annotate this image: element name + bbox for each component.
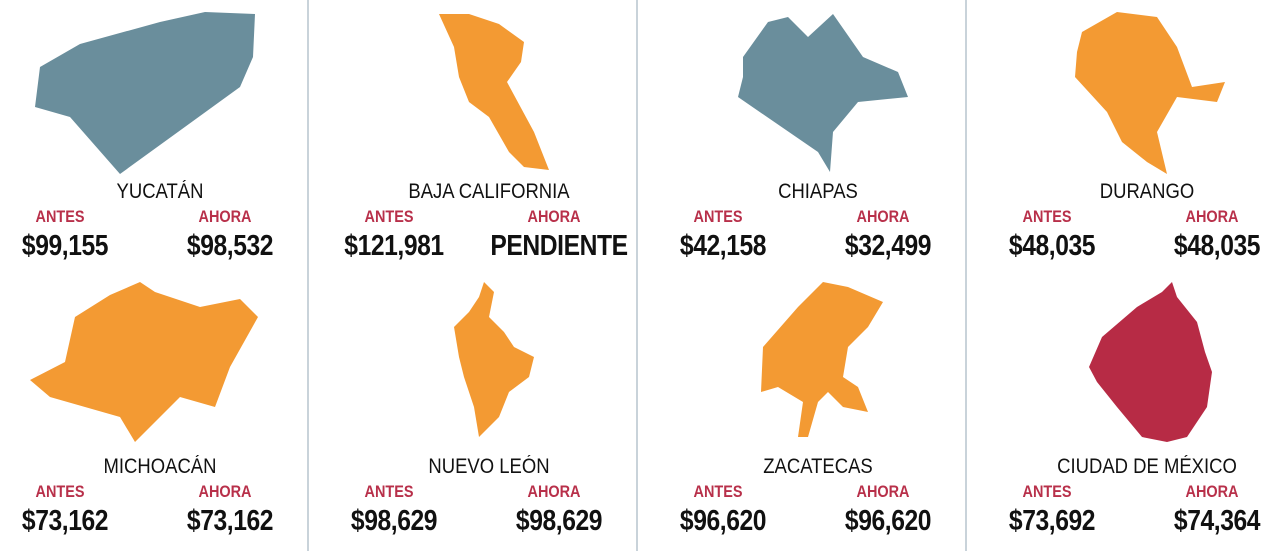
state-name: BAJA CALIFORNIA (408, 180, 570, 203)
state-map-shape (761, 282, 883, 437)
antes-label: ANTES (364, 482, 414, 501)
state-map-shape (738, 14, 908, 172)
antes-label: ANTES (35, 482, 85, 501)
state-map-shape (35, 12, 255, 174)
state-map-shape (439, 14, 549, 170)
antes-label: ANTES (693, 482, 743, 501)
ahora-value: PENDIENTE (490, 230, 628, 262)
antes-label: ANTES (35, 207, 85, 226)
antes-value: $99,155 (21, 230, 109, 262)
antes-value: $96,620 (679, 505, 767, 537)
state-map-shape (30, 282, 258, 442)
column-divider (965, 0, 967, 551)
ahora-value: $98,532 (186, 230, 274, 262)
state-name: NUEVO LEÓN (428, 455, 550, 478)
ahora-value: $73,162 (186, 505, 274, 537)
antes-label: ANTES (1022, 482, 1072, 501)
ahora-label: AHORA (527, 482, 581, 501)
ahora-value: $74,364 (1173, 505, 1261, 537)
antes-value: $98,629 (350, 505, 438, 537)
ahora-value: $32,499 (844, 230, 932, 262)
state-name: ZACATECAS (763, 455, 873, 478)
state-name: YUCATÁN (116, 180, 204, 203)
antes-value: $73,692 (1008, 505, 1096, 537)
ahora-label: AHORA (527, 207, 581, 226)
ahora-label: AHORA (856, 482, 910, 501)
state-card: NUEVO LEÓN ANTES AHORA $98,629 $98,629 (329, 277, 649, 552)
ahora-value: $98,629 (515, 505, 603, 537)
state-map-shape (1075, 12, 1225, 174)
state-card: DURANGO ANTES AHORA $48,035 $48,035 (987, 2, 1279, 277)
antes-value: $48,035 (1008, 230, 1096, 262)
ahora-label: AHORA (1185, 482, 1239, 501)
state-name: DURANGO (1099, 180, 1195, 203)
state-card: MICHOACÁN ANTES AHORA $73,162 $73,162 (0, 277, 320, 552)
ahora-label: AHORA (1185, 207, 1239, 226)
antes-label: ANTES (1022, 207, 1072, 226)
state-name: MICHOACÁN (103, 455, 217, 478)
ahora-label: AHORA (856, 207, 910, 226)
antes-label: ANTES (693, 207, 743, 226)
antes-value: $73,162 (21, 505, 109, 537)
antes-value: $42,158 (679, 230, 767, 262)
ahora-label: AHORA (198, 207, 252, 226)
antes-label: ANTES (364, 207, 414, 226)
state-card: CHIAPAS ANTES AHORA $42,158 $32,499 (658, 2, 978, 277)
state-map-shape (1089, 282, 1212, 442)
state-card: CIUDAD DE MÉXICO ANTES AHORA $73,692 $74… (987, 277, 1279, 552)
state-card: YUCATÁN ANTES AHORA $99,155 $98,532 (0, 2, 320, 277)
column-divider (307, 0, 309, 551)
column-divider (636, 0, 638, 551)
ahora-label: AHORA (198, 482, 252, 501)
antes-value: $121,981 (344, 230, 444, 262)
state-card: ZACATECAS ANTES AHORA $96,620 $96,620 (658, 277, 978, 552)
ahora-value: $96,620 (844, 505, 932, 537)
ahora-value: $48,035 (1173, 230, 1261, 262)
state-name: CIUDAD DE MÉXICO (1057, 455, 1237, 478)
state-map-shape (454, 282, 534, 437)
state-card: BAJA CALIFORNIA ANTES AHORA $121,981 PEN… (329, 2, 649, 277)
state-name: CHIAPAS (778, 180, 858, 203)
